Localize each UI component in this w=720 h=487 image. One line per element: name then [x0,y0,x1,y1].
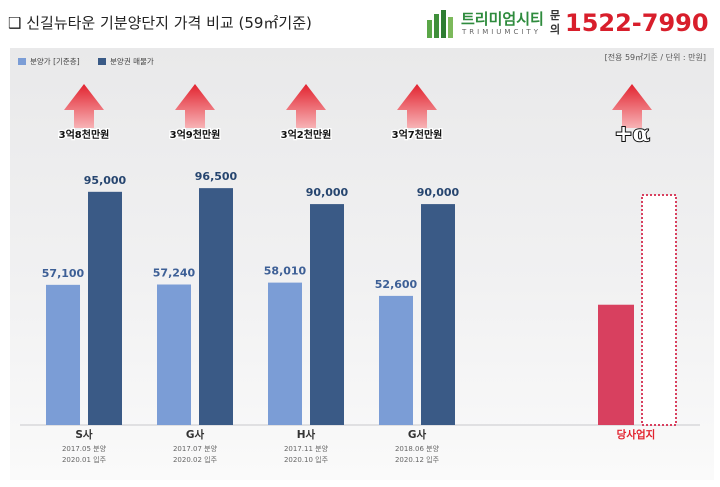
premium-label-3: 3억2천만원 [281,128,332,141]
bar-sale-4 [379,295,413,425]
our-site-arrow [612,84,652,128]
category-detail-3-2: 2020.10 입주 [284,456,329,464]
bar-our-site-sale [598,304,634,425]
bar-sale-2 [157,284,191,425]
category-label-1: S사 [75,428,93,441]
our-site-label: 당사업지 [617,428,656,441]
category-detail-4-1: 2018.06 분양 [395,445,440,453]
legend-item-sale: 분양가 [기준층] [18,56,80,67]
bar-resale-3 [310,204,344,425]
data-label-sale-3: 58,010 [264,265,307,278]
data-label-sale-1: 57,100 [42,267,85,280]
data-label-resale-1: 95,000 [84,174,127,187]
premium-label-1: 3억8천만원 [59,128,110,141]
inquiry-label: 문의 [549,9,561,36]
data-label-resale-2: 96,500 [195,170,238,183]
bar-sale-3 [268,282,302,425]
premium-arrow-4 [397,84,437,128]
category-label-2: G사 [186,428,205,441]
premium-label-2: 3억9천만원 [170,128,221,141]
data-label-resale-3: 90,000 [306,186,349,199]
data-label-resale-4: 90,000 [417,186,460,199]
bar-resale-4 [421,204,455,425]
category-label-4: G사 [408,428,427,441]
bar-resale-1 [88,191,122,425]
bar-our-site-expected [641,194,677,426]
chart-background [10,48,714,480]
brand-block: 트리미엄시티 TRIMIUMCITY 문의 1522-7990 [425,6,715,44]
plus-alpha-label: +α [614,121,649,147]
category-detail-1-1: 2017.05 분양 [62,445,107,453]
unit-note: [전용 59㎡기준 / 단위 : 만원] [604,53,706,62]
premium-label-4: 3억7천만원 [392,128,443,141]
brand-name: 트리미엄시티 [461,10,544,28]
chart-legend: 분양가 [기준층] 분양권 매물가 [18,56,170,67]
premium-arrow-2 [175,84,215,128]
category-detail-2-1: 2017.07 분양 [173,445,218,453]
category-detail-2-2: 2020.02 입주 [173,456,218,464]
bar-sale-1 [46,284,80,425]
legend-item-resale: 분양권 매물가 [98,56,154,67]
legend-swatch-sale [18,58,26,65]
bar-resale-2 [199,188,233,425]
legend-label-resale: 분양권 매물가 [110,57,154,66]
category-detail-4-2: 2020.12 입주 [395,456,440,464]
category-label-3: H사 [297,428,316,441]
page-title: ❑ 신길뉴타운 기분양단지 가격 비교 (59㎡기준) [8,14,312,32]
legend-label-sale: 분양가 [기준층] [30,57,80,66]
data-label-sale-4: 52,600 [375,278,418,291]
phone-number[interactable]: 1522-7990 [565,9,709,37]
category-detail-3-1: 2017.11 분양 [284,445,329,453]
building-logo-icon [427,10,453,38]
premium-arrow-3 [286,84,326,128]
category-detail-1-2: 2020.01 입주 [62,456,107,464]
legend-swatch-resale [98,58,107,65]
premium-arrow-1 [64,84,104,128]
brand-subtitle: TRIMIUMCITY [462,28,541,36]
data-label-sale-2: 57,240 [153,267,196,280]
